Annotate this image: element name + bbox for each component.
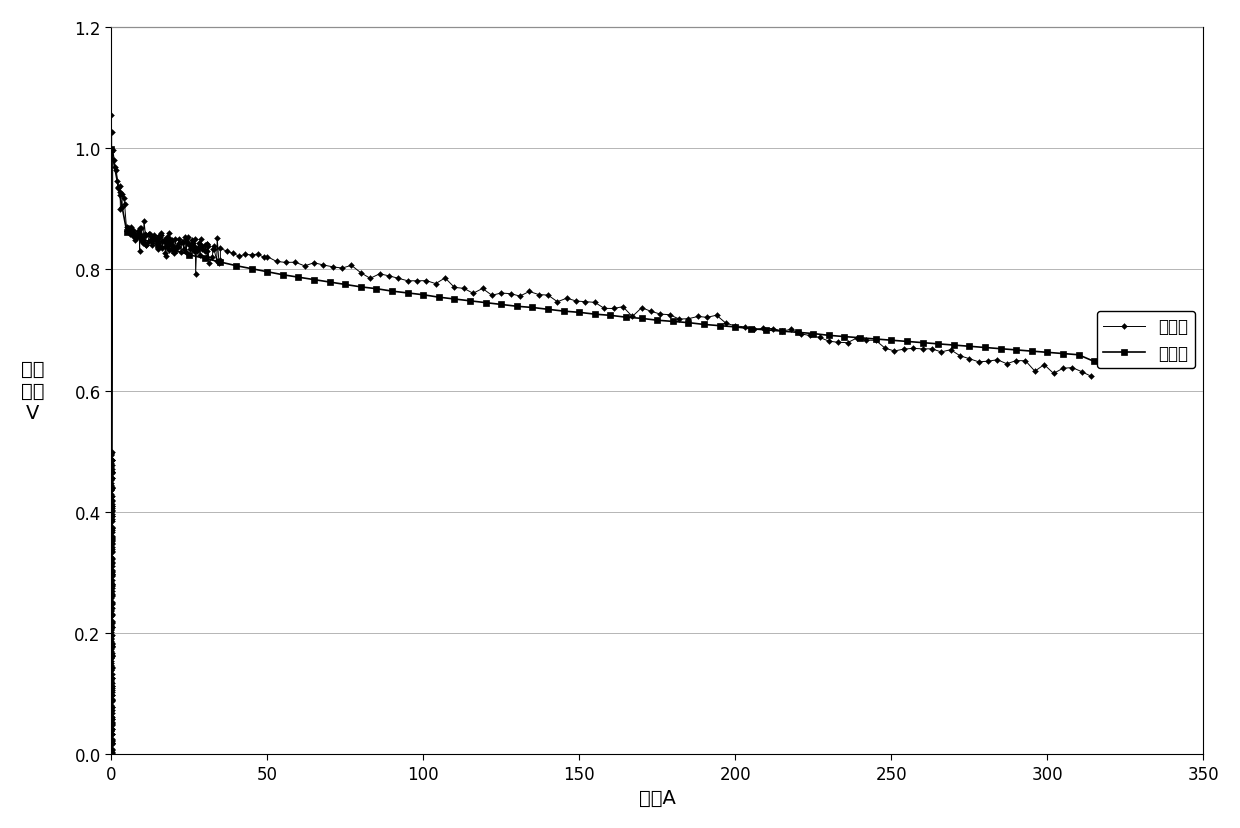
模拟值	[728, 323, 743, 333]
模拟值	[104, 145, 119, 155]
X-axis label: 电流A: 电流A	[639, 788, 676, 807]
实际值	[104, 715, 119, 724]
Line: 实际值: 实际值	[109, 113, 1094, 756]
实际值	[104, 111, 119, 121]
模拟值	[1086, 357, 1101, 367]
实际值	[104, 598, 119, 608]
Y-axis label: 单体
电压
V: 单体 电压 V	[21, 359, 45, 422]
实际值	[104, 724, 119, 734]
Legend: 实际值, 模拟值: 实际值, 模拟值	[1096, 311, 1195, 369]
Line: 模拟值: 模拟值	[108, 147, 1097, 365]
实际值	[149, 236, 164, 246]
模拟值	[650, 315, 665, 325]
模拟值	[510, 302, 525, 312]
模拟值	[228, 262, 243, 272]
实际值	[1084, 372, 1099, 382]
模拟值	[744, 325, 759, 335]
模拟值	[588, 310, 603, 320]
实际值	[113, 205, 128, 215]
实际值	[104, 599, 119, 609]
实际值	[113, 182, 128, 192]
实际值	[104, 749, 119, 759]
